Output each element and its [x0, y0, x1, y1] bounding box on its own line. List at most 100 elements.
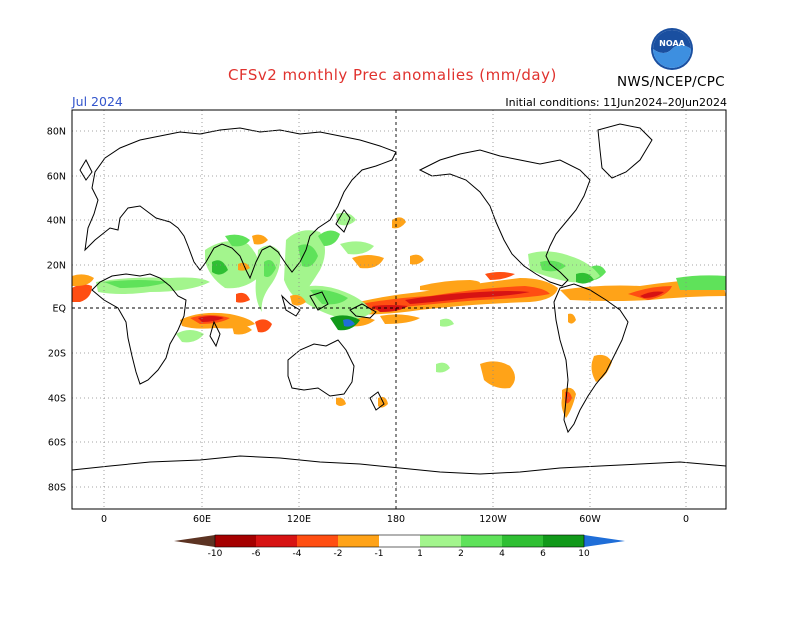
lat-labels: 80N 60N 40N 20N EQ 20S 40S 60S 80S [47, 127, 66, 494]
anomaly-region [298, 244, 318, 267]
lat-label: 60N [47, 172, 66, 183]
page-title: CFSv2 monthly Prec anomalies (mm/day) [228, 66, 557, 84]
anomaly-region [392, 217, 406, 229]
anomaly-region [568, 313, 576, 324]
forecast-month: Jul 2024 [72, 94, 123, 109]
anomaly-region [255, 319, 272, 333]
anomaly-region [236, 292, 250, 303]
sumatra-coast [280, 294, 301, 317]
japan-coast [335, 209, 351, 233]
legend-swatch [297, 535, 338, 547]
anomaly-region [212, 260, 228, 275]
lon-labels: 0 60E 120E 180 120W 60W 0 [101, 514, 689, 525]
legend-swatch [215, 535, 256, 547]
lat-label: 80N [47, 127, 66, 138]
anomaly-region [198, 316, 224, 322]
anomaly-region [380, 314, 420, 324]
borneo-coast [309, 291, 329, 311]
greenland-coast [597, 123, 653, 179]
anomaly-region [440, 318, 454, 327]
legend-swatch-above [584, 535, 625, 547]
anomaly-region [340, 241, 374, 255]
south-america-coast [553, 283, 629, 434]
anomaly-region [225, 234, 250, 247]
lat-label: 20S [48, 349, 66, 360]
anomaly-region [255, 245, 281, 312]
coastlines [72, 123, 726, 475]
anomaly-region [576, 272, 594, 284]
anomaly-region [104, 280, 168, 288]
legend-swatch [502, 535, 543, 547]
anomaly-region [420, 280, 480, 291]
anomaly-region [480, 361, 515, 389]
map-frame [71, 109, 727, 510]
africa-coast [91, 273, 187, 385]
initial-conditions: Initial conditions: 11Jun2024–20Jun2024 [505, 96, 727, 109]
anomaly-region [405, 291, 530, 304]
anomaly-region [372, 305, 408, 312]
anomaly-region [252, 234, 268, 245]
anomaly-region [72, 284, 92, 302]
anomaly-region [290, 294, 306, 306]
anomaly-region [336, 397, 346, 406]
uk-coast [79, 158, 93, 181]
legend-swatch [256, 535, 297, 547]
grid-lines [72, 110, 726, 509]
antarctica-coast [72, 455, 726, 475]
new-guinea-coast [349, 303, 377, 319]
legend-swatch [543, 535, 584, 547]
legend-label: -1 [375, 549, 384, 559]
lon-label: 120W [479, 514, 507, 525]
agency-label: NWS/NCEP/CPC [617, 74, 725, 90]
legend-label: 10 [578, 549, 590, 559]
lon-label: 60E [193, 514, 211, 525]
lat-label: EQ [53, 304, 66, 315]
lat-label: 60S [48, 438, 66, 449]
anomaly-region [436, 362, 450, 373]
anomaly-region [591, 354, 612, 382]
legend-label: 6 [540, 549, 546, 559]
legend-swatch-below [174, 535, 215, 547]
anomaly-region [176, 330, 204, 343]
madagascar-coast [209, 320, 221, 348]
north-america-coast [418, 149, 591, 287]
anomaly-region [232, 324, 252, 335]
legend-label: -6 [252, 549, 261, 559]
noaa-logo: NOAA [650, 27, 694, 71]
anomaly-region [343, 319, 355, 327]
anomaly-region [485, 272, 515, 280]
anomaly-region [676, 275, 726, 290]
map-layer [72, 110, 726, 509]
lat-label: 40S [48, 394, 66, 405]
noaa-logo-text: NOAA [659, 39, 685, 48]
anomaly-region [264, 260, 276, 277]
legend-labels: -10 -6 -4 -2 -1 1 2 4 6 10 [208, 549, 590, 559]
legend-swatch [461, 535, 502, 547]
color-legend: -10 -6 -4 -2 -1 1 2 4 6 10 [174, 534, 625, 559]
legend-label: -2 [334, 549, 343, 559]
legend-label: 4 [499, 549, 505, 559]
legend-label: -10 [208, 549, 223, 559]
anomaly-region [72, 274, 94, 286]
anomaly-region [318, 230, 340, 246]
eurasia-coast [84, 127, 397, 280]
lon-label: 0 [101, 514, 107, 525]
legend-swatch [338, 535, 379, 547]
lon-label: 180 [387, 514, 405, 525]
lat-label: 20N [47, 261, 66, 272]
lon-label: 60W [579, 514, 601, 525]
lat-label: 40N [47, 216, 66, 227]
new-zealand-coast [369, 391, 385, 411]
legend-label: 1 [417, 549, 423, 559]
legend-outline [214, 534, 585, 548]
legend-swatch [420, 535, 461, 547]
legend-label: -4 [293, 549, 302, 559]
anomaly-region [640, 291, 664, 298]
lat-label: 80S [48, 483, 66, 494]
lon-label: 0 [683, 514, 689, 525]
anomaly-shading [72, 212, 726, 418]
legend-label: 2 [458, 549, 464, 559]
legend-swatch [379, 535, 420, 547]
